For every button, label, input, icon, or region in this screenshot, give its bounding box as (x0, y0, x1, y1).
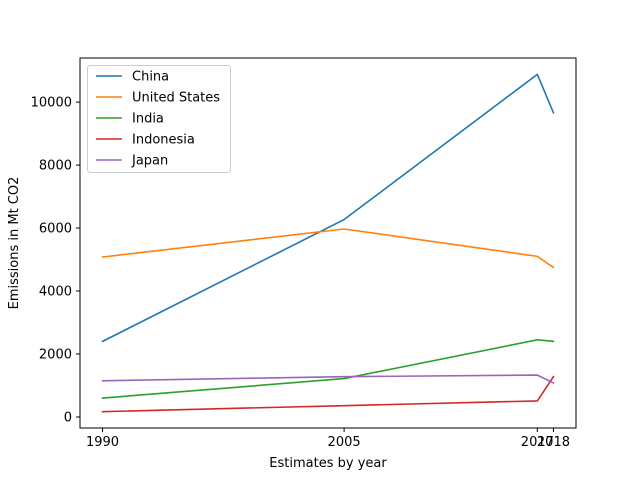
y-axis-label: Emissions in Mt CO2 (7, 177, 22, 310)
x-tick-label: 2017 (521, 435, 554, 450)
series-line-indonesia (101, 375, 555, 413)
x-tick-label: 2018 (537, 435, 570, 450)
y-tick-label: 8000 (39, 159, 72, 174)
legend-label: Japan (131, 154, 168, 169)
x-axis-label: Estimates by year (269, 456, 387, 471)
y-tick-label: 4000 (39, 285, 72, 300)
plot-frame (79, 57, 577, 429)
series-line-india (101, 339, 555, 399)
y-axis: 0 2000 4000 6000 8000 10000 (31, 96, 80, 425)
series-lines (101, 73, 555, 413)
x-tick-label: 2005 (328, 435, 361, 450)
legend: China United States India Indonesia Japan (87, 65, 231, 173)
legend-box (87, 65, 231, 173)
legend-label: United States (132, 91, 220, 106)
y-tick-label: 10000 (31, 96, 72, 111)
legend-label: Indonesia (132, 133, 195, 148)
x-tick-label: 1990 (86, 435, 119, 450)
series-line-china (101, 73, 555, 343)
series-line-japan (101, 374, 555, 385)
y-tick-label: 2000 (39, 348, 72, 363)
y-tick-label: 0 (64, 410, 72, 425)
y-tick-label: 6000 (39, 222, 72, 237)
legend-label: China (132, 70, 169, 85)
legend-label: India (132, 112, 164, 127)
series-line-united-states (101, 228, 555, 269)
